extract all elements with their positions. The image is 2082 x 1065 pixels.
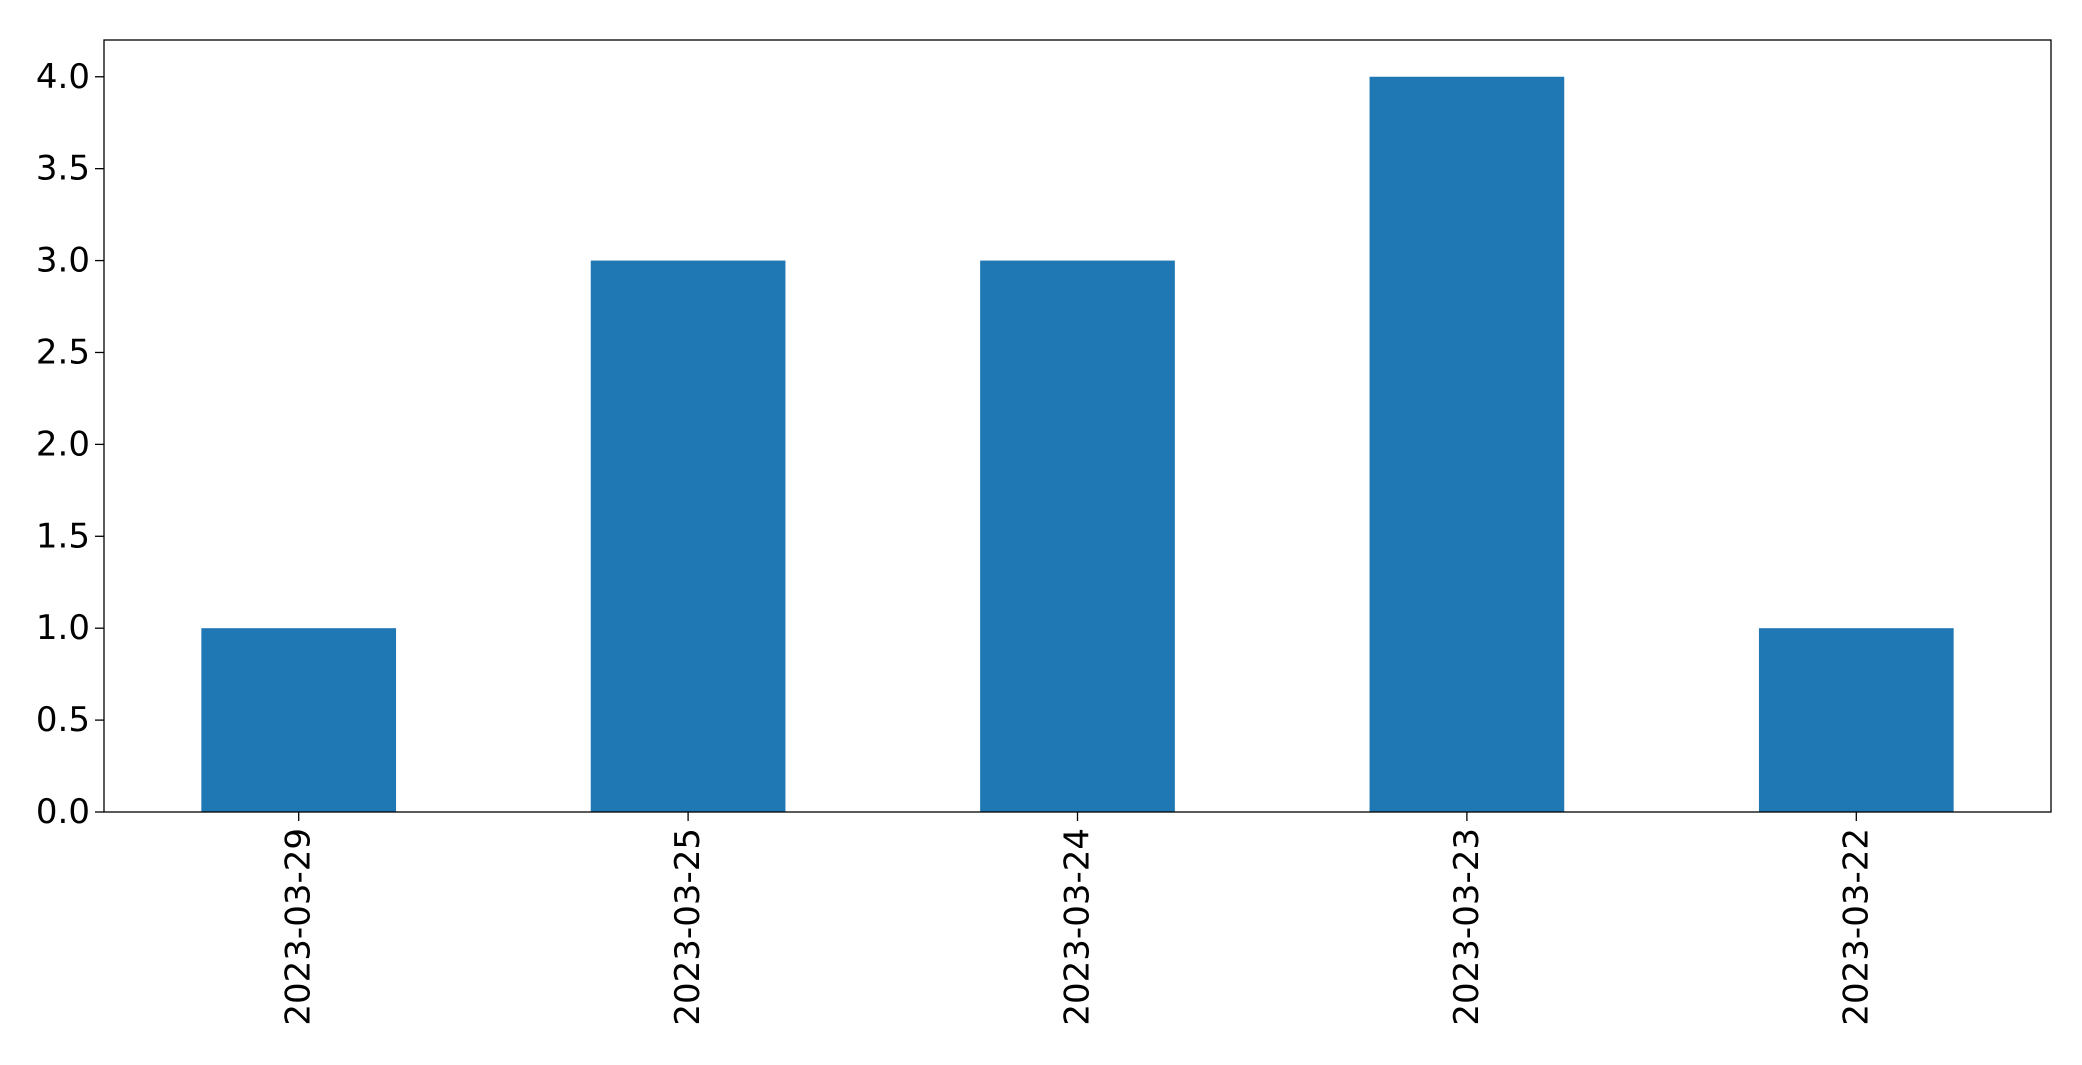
- bars-layer: [201, 76, 1954, 813]
- y-tick-label: 3.5: [36, 149, 90, 189]
- y-tick-label: 1.5: [36, 516, 90, 556]
- bar-2023-03-24: [980, 260, 1175, 813]
- y-tick-label: 1.0: [36, 608, 90, 648]
- y-axis: 0.0 0.5 1.0 1.5 2.0 2.5 3.0 3.5 4.0: [36, 57, 104, 832]
- plot-frame: [103, 39, 2052, 813]
- y-tick-label: 2.0: [36, 424, 90, 464]
- y-tick-label: 4.0: [36, 57, 90, 97]
- y-tick-label: 0.5: [36, 700, 90, 740]
- x-axis: 2023-03-29 2023-03-25 2023-03-24 2023-03-23…: [279, 812, 1876, 1026]
- y-tick-label: 0.0: [36, 792, 90, 832]
- y-tick-label: 2.5: [36, 332, 90, 372]
- x-tick-label: 2023-03-22: [1836, 828, 1876, 1026]
- y-tick-label: 3.0: [36, 241, 90, 281]
- bar-2023-03-25: [590, 260, 786, 813]
- x-tick-label: 2023-03-25: [668, 828, 708, 1026]
- x-tick-label: 2023-03-29: [279, 828, 319, 1026]
- bar-2023-03-23: [1369, 76, 1565, 812]
- x-tick-label: 2023-03-24: [1058, 828, 1098, 1026]
- bar-2023-03-29: [201, 628, 397, 812]
- bar-2023-03-22: [1758, 628, 1954, 812]
- x-tick-label: 2023-03-23: [1447, 828, 1487, 1026]
